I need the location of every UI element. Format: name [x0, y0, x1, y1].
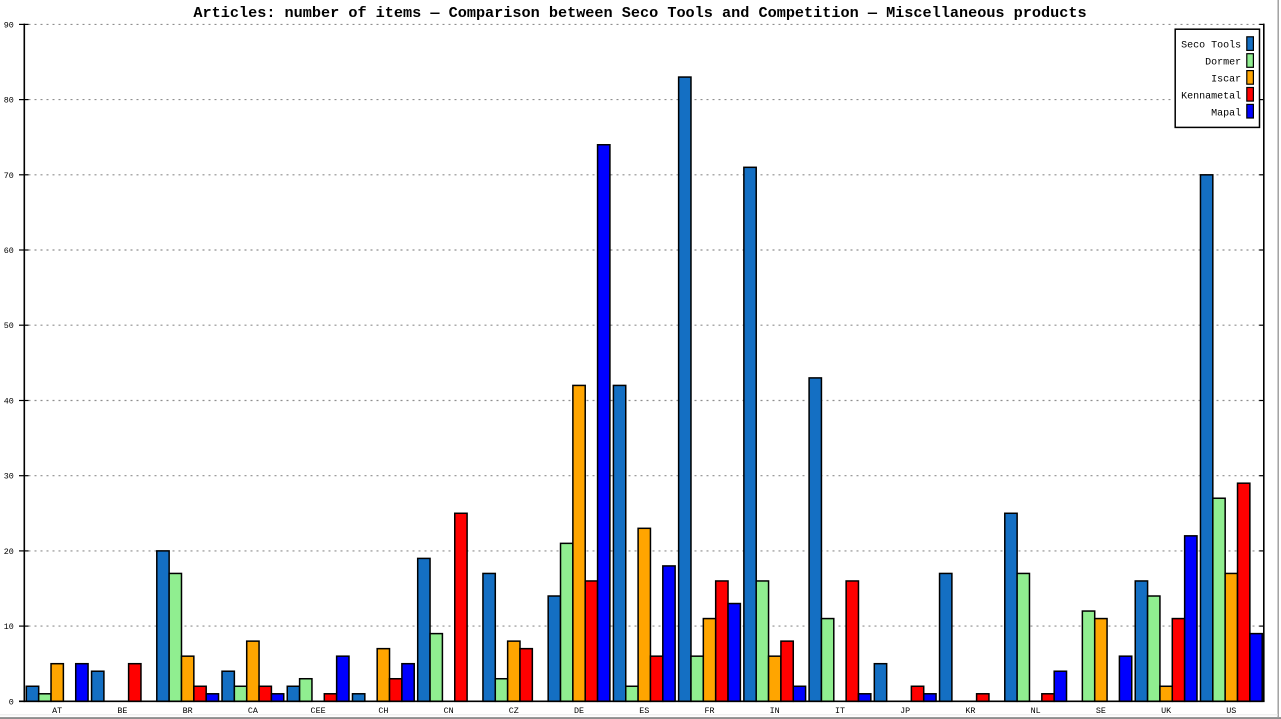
svg-text:DE: DE — [574, 706, 584, 716]
svg-text:60: 60 — [4, 246, 14, 256]
svg-text:10: 10 — [4, 622, 14, 632]
svg-text:70: 70 — [4, 171, 14, 181]
svg-text:JP: JP — [900, 706, 910, 716]
svg-text:KR: KR — [965, 706, 975, 716]
svg-text:Mapal: Mapal — [1211, 107, 1241, 119]
svg-text:CA: CA — [248, 706, 259, 716]
svg-text:Iscar: Iscar — [1211, 75, 1241, 86]
svg-text:Kennametal: Kennametal — [1181, 90, 1241, 102]
svg-text:0: 0 — [9, 697, 14, 707]
svg-text:BE: BE — [117, 706, 127, 716]
svg-text:NL: NL — [1031, 706, 1041, 716]
svg-text:AT: AT — [52, 706, 62, 716]
svg-text:ES: ES — [639, 706, 649, 716]
svg-text:Seco Tools: Seco Tools — [1181, 40, 1241, 52]
svg-text:CEE: CEE — [311, 706, 326, 716]
svg-text:CZ: CZ — [509, 706, 519, 716]
svg-text:Dormer: Dormer — [1205, 58, 1241, 69]
svg-text:BR: BR — [183, 706, 193, 716]
svg-text:US: US — [1226, 706, 1236, 716]
svg-text:FR: FR — [704, 706, 714, 716]
svg-text:50: 50 — [4, 321, 14, 331]
svg-text:SE: SE — [1096, 706, 1106, 716]
svg-text:UK: UK — [1161, 706, 1172, 716]
svg-text:IT: IT — [835, 706, 845, 716]
svg-text:20: 20 — [4, 547, 14, 557]
svg-text:IN: IN — [770, 706, 780, 716]
svg-text:90: 90 — [4, 20, 14, 30]
svg-text:80: 80 — [4, 96, 14, 106]
svg-text:Articles: number of items — Co: Articles: number of items — Comparison b… — [193, 4, 1086, 22]
svg-text:CH: CH — [378, 706, 388, 716]
svg-text:CN: CN — [444, 706, 454, 716]
svg-text:30: 30 — [4, 472, 14, 482]
svg-text:40: 40 — [4, 397, 14, 407]
